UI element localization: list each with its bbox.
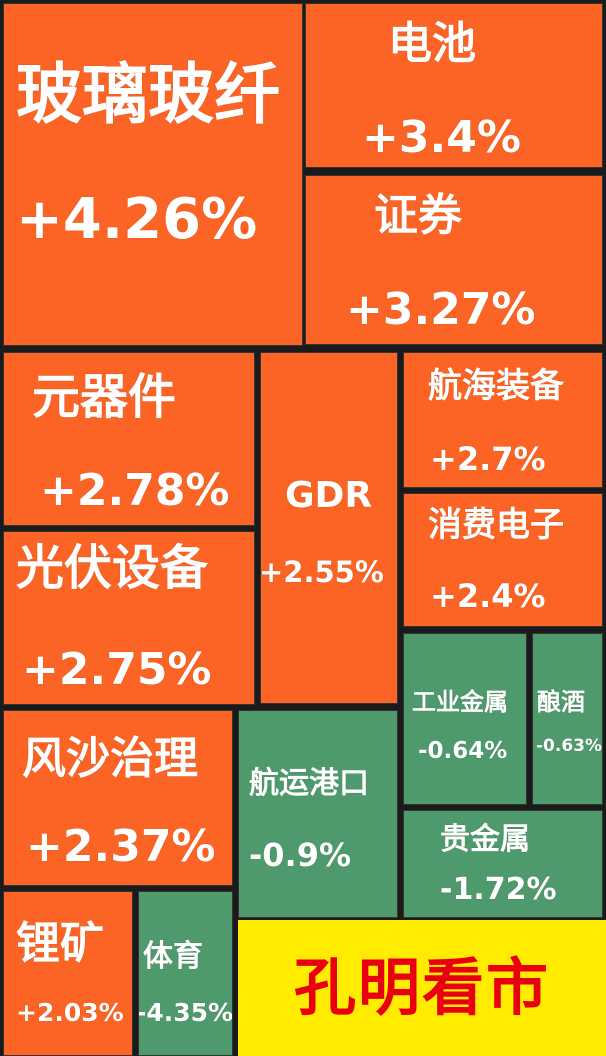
- sector-change: +2.4%: [430, 577, 546, 615]
- sector-change: +2.78%: [40, 465, 230, 516]
- brand-text: 孔明看市: [293, 951, 550, 1024]
- sector-change: +3.4%: [362, 112, 521, 163]
- sector-change: -0.9%: [249, 836, 352, 874]
- sector-name: 消费电子: [428, 505, 564, 545]
- sector-change: -0.63%: [536, 736, 603, 756]
- sector-name: 光伏设备: [16, 540, 209, 596]
- sector-tile: 酿酒 -0.63%: [532, 633, 603, 805]
- sector-name: 锂矿: [16, 918, 104, 969]
- sector-name: GDR: [285, 475, 373, 516]
- sector-name: 元器件: [32, 369, 177, 425]
- sector-name: 证券: [374, 190, 462, 241]
- brand-banner: 孔明看市: [238, 920, 606, 1056]
- sector-change: +2.55%: [260, 555, 384, 589]
- sector-tile: 体育 -4.35%: [138, 891, 233, 1056]
- sector-name: 玻璃玻纤: [16, 56, 280, 133]
- sector-tile: 锂矿 +2.03%: [3, 891, 133, 1056]
- sector-tile: 光伏设备 +2.75%: [3, 531, 255, 705]
- sector-name: 体育: [143, 939, 203, 974]
- sector-tile: 风沙治理 +2.37%: [3, 710, 233, 886]
- sector-change: +2.37%: [26, 821, 216, 872]
- sector-change: +2.75%: [22, 644, 212, 695]
- sector-change: +2.7%: [430, 440, 546, 478]
- sector-tile: 消费电子 +2.4%: [403, 493, 603, 627]
- sector-name: 风沙治理: [22, 733, 198, 784]
- sector-tile: 航运港口 -0.9%: [238, 710, 398, 918]
- sector-change: -4.35%: [138, 998, 233, 1027]
- sector-tile: 证券 +3.27%: [305, 175, 603, 345]
- sector-name: 贵金属: [440, 822, 530, 857]
- sector-name: 酿酒: [537, 688, 585, 716]
- sector-tile: GDR +2.55%: [260, 352, 398, 704]
- sector-name: 工业金属: [412, 688, 508, 716]
- sector-tile: 贵金属 -1.72%: [403, 810, 603, 918]
- sector-name: 电池: [388, 18, 476, 69]
- sector-change: -0.64%: [418, 738, 508, 764]
- sector-tile: 元器件 +2.78%: [3, 352, 255, 526]
- sector-name: 航海装备: [428, 366, 564, 406]
- sector-change: +3.27%: [346, 284, 536, 335]
- sector-name: 航运港口: [249, 766, 369, 801]
- sector-change: +2.03%: [16, 998, 124, 1027]
- sector-change: -1.72%: [440, 872, 557, 907]
- sector-tile: 工业金属 -0.64%: [403, 633, 527, 805]
- sector-tile: 玻璃玻纤 +4.26%: [3, 3, 303, 346]
- sector-tile: 航海装备 +2.7%: [403, 352, 603, 488]
- sector-tile: 电池 +3.4%: [305, 3, 603, 168]
- sector-change: +4.26%: [16, 187, 258, 252]
